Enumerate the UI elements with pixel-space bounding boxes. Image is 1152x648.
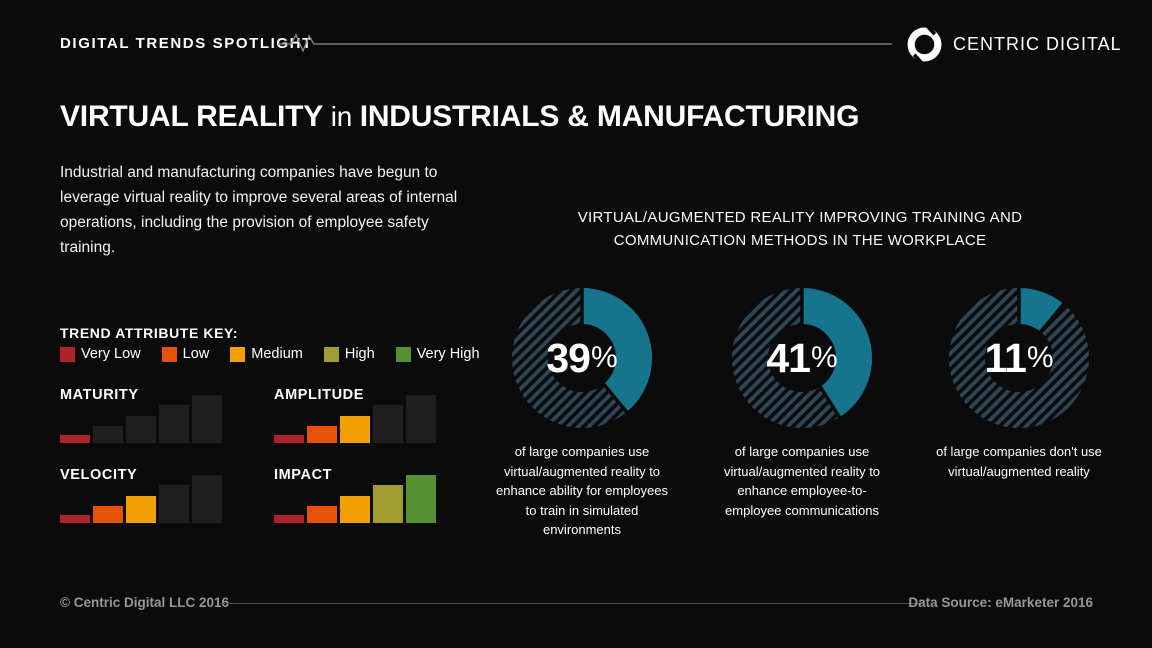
legend-item-low: Low <box>161 346 210 362</box>
trend-bar-high <box>373 485 403 523</box>
very-high-swatch <box>395 346 411 362</box>
page-title: VIRTUAL REALITY in INDUSTRIALS & MANUFAC… <box>60 100 859 134</box>
donut-caption: of large companies use virtual/augmented… <box>723 444 881 518</box>
trend-bar-medium <box>340 496 370 523</box>
impact-bar-chart: IMPACT <box>274 467 437 523</box>
brand-name: CENTRIC DIGITAL <box>953 34 1122 54</box>
heading-line-1: VIRTUAL/AUGMENTED REALITY IMPROVING TRAI… <box>577 209 1023 226</box>
legend-item-high: High <box>323 346 375 362</box>
donut-chart-svg <box>512 284 652 428</box>
trend-bar-low <box>93 506 123 523</box>
legend-label: Low <box>182 346 210 362</box>
very-low-swatch <box>60 346 75 362</box>
velocity-bar-chart: VELOCITY <box>60 467 223 523</box>
trend-bar-high <box>373 405 403 443</box>
donut-percent-label: 11% <box>984 334 1054 381</box>
intro-paragraph: Industrial and manufacturing companies h… <box>60 163 458 256</box>
trend-key-legend: Very Low Low Medium High Very High <box>60 346 480 362</box>
legend-label: Very Low <box>81 346 141 362</box>
chart-title: AMPLITUDE <box>274 387 364 403</box>
donut-simulated-training: 39% of large companies use virtual/augme… <box>492 283 672 540</box>
donut-no-vr-use: 11% of large companies don't use virtual… <box>929 283 1109 481</box>
donut-chart-svg <box>949 284 1089 428</box>
eyebrow-title: DIGITAL TRENDS SPOTLIGHT <box>60 35 313 52</box>
trend-bar-very-low <box>60 435 90 443</box>
trend-bar-very-high <box>406 395 436 443</box>
donut-percent-label: 41% <box>766 334 838 381</box>
legend-item-medium: Medium <box>230 346 303 362</box>
footer-divider <box>220 603 922 604</box>
trend-bar-very-low <box>274 435 304 443</box>
donut-caption: of large companies use virtual/augmented… <box>496 444 668 537</box>
bar-group <box>274 395 436 443</box>
trend-bar-low <box>307 506 337 523</box>
trend-bar-high <box>159 405 189 443</box>
trend-bar-low <box>93 426 123 443</box>
donut-caption: of large companies don't use virtual/aug… <box>936 444 1102 479</box>
low-swatch <box>161 346 177 362</box>
trend-bar-medium <box>126 416 156 443</box>
trend-bar-low <box>307 426 337 443</box>
trend-bar-medium <box>340 416 370 443</box>
title-tail: INDUSTRIALS & MANUFACTURING <box>359 100 860 134</box>
heartbeat-line-icon <box>278 33 892 53</box>
donut-section-heading: VIRTUAL/AUGMENTED REALITY IMPROVING TRAI… <box>490 206 1110 253</box>
trend-bar-medium <box>126 496 156 523</box>
centric-digital-logo-icon <box>907 26 942 63</box>
data-source-text: Data Source: eMarketer 2016 <box>908 595 1093 610</box>
trend-bar-very-high <box>192 395 222 443</box>
donut-ring <box>507 283 657 433</box>
copyright-text: © Centric Digital LLC 2016 <box>60 595 229 610</box>
brand-lockup: CENTRIC DIGITAL <box>906 26 1122 63</box>
trend-bar-very-low <box>60 515 90 523</box>
trend-bar-very-low <box>274 515 304 523</box>
legend-label: High <box>344 346 375 362</box>
trend-bar-very-high <box>192 475 222 523</box>
chart-title: VELOCITY <box>60 467 138 483</box>
trend-bar-very-high <box>406 475 436 523</box>
heading-line-2: COMMUNICATION METHODS IN THE WORKPLACE <box>613 232 987 250</box>
legend-item-very-high: Very High <box>395 346 480 362</box>
donut-ring <box>727 283 877 433</box>
bar-group <box>60 395 222 443</box>
chart-title: MATURITY <box>60 387 139 403</box>
chart-title: IMPACT <box>274 467 333 483</box>
amplitude-bar-chart: AMPLITUDE <box>274 387 437 443</box>
trend-bar-high <box>159 485 189 523</box>
maturity-bar-chart: MATURITY <box>60 387 223 443</box>
donut-chart-svg <box>732 284 872 428</box>
title-lead: VIRTUAL REALITY <box>60 100 324 134</box>
donut-ring <box>944 283 1094 433</box>
legend-item-very-low: Very Low <box>60 346 141 362</box>
bar-group <box>274 475 436 523</box>
title-connector: in <box>323 101 360 133</box>
legend-label: Medium <box>251 346 303 362</box>
donut-percent-label: 39% <box>546 334 618 381</box>
bar-group <box>60 475 222 523</box>
trend-key-title: TREND ATTRIBUTE KEY: <box>60 325 239 341</box>
legend-label: Very High <box>416 346 480 362</box>
high-swatch <box>323 346 339 362</box>
medium-swatch <box>230 346 246 362</box>
donut-employee-communications: 41% of large companies use virtual/augme… <box>712 283 892 520</box>
